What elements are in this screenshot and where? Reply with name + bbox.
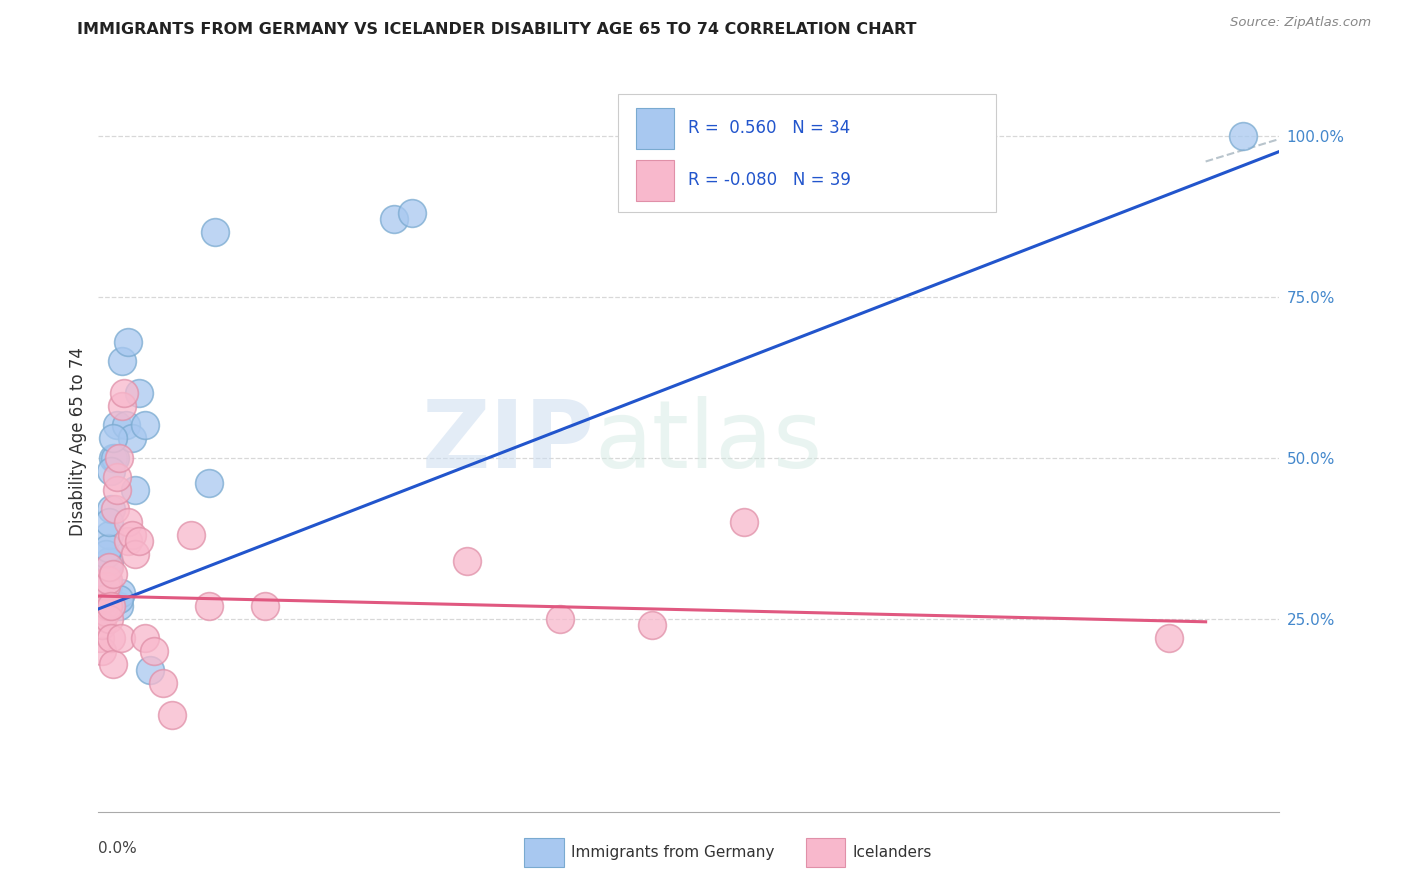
Point <box>93 599 115 613</box>
Point <box>103 450 125 465</box>
FancyBboxPatch shape <box>619 94 995 212</box>
Point <box>128 386 150 401</box>
Point <box>105 483 128 497</box>
Point <box>98 515 121 529</box>
Point <box>139 663 162 677</box>
Point <box>91 618 114 632</box>
Point <box>134 631 156 645</box>
Point <box>98 611 121 625</box>
Point <box>117 534 139 549</box>
Point <box>100 463 122 477</box>
Point <box>89 599 111 613</box>
Point <box>94 547 117 561</box>
Point <box>110 631 132 645</box>
Point <box>121 528 143 542</box>
Point <box>89 631 111 645</box>
Point <box>117 334 139 349</box>
Point <box>94 605 117 619</box>
Point <box>98 554 121 568</box>
Point <box>94 579 117 593</box>
Point <box>103 657 125 671</box>
Point <box>253 599 276 613</box>
Point <box>401 206 423 220</box>
Point <box>94 566 117 581</box>
Point <box>111 354 134 368</box>
Point <box>107 592 129 607</box>
Point <box>733 515 755 529</box>
Text: 0.0%: 0.0% <box>98 841 138 856</box>
Text: Icelanders: Icelanders <box>852 846 931 860</box>
Point <box>104 502 127 516</box>
Point <box>111 399 134 413</box>
Point <box>97 579 120 593</box>
Point <box>198 599 221 613</box>
Point <box>97 599 120 613</box>
Point <box>103 566 125 581</box>
Point <box>104 450 127 465</box>
Point <box>1157 631 1180 645</box>
Point <box>117 515 139 529</box>
Point <box>105 418 128 433</box>
Point <box>107 599 129 613</box>
Point <box>93 592 115 607</box>
Point <box>142 644 165 658</box>
Point <box>100 599 122 613</box>
Point <box>100 502 122 516</box>
Point <box>115 418 138 433</box>
Point <box>107 450 129 465</box>
Point <box>152 676 174 690</box>
Point <box>98 528 121 542</box>
Point <box>97 560 120 574</box>
Point <box>134 418 156 433</box>
Point <box>641 618 664 632</box>
Text: Source: ZipAtlas.com: Source: ZipAtlas.com <box>1230 16 1371 29</box>
Text: ZIP: ZIP <box>422 395 595 488</box>
Point <box>180 528 202 542</box>
Point <box>1232 128 1254 143</box>
Point <box>91 605 114 619</box>
Point <box>124 547 146 561</box>
Point <box>456 554 478 568</box>
Bar <box>636 161 673 201</box>
Point <box>162 708 183 723</box>
Point <box>128 534 150 549</box>
Point <box>98 560 121 574</box>
Point <box>93 592 115 607</box>
Point <box>97 573 120 587</box>
Text: IMMIGRANTS FROM GERMANY VS ICELANDER DISABILITY AGE 65 TO 74 CORRELATION CHART: IMMIGRANTS FROM GERMANY VS ICELANDER DIS… <box>77 22 917 37</box>
Point <box>97 541 120 555</box>
Text: R = -0.080   N = 39: R = -0.080 N = 39 <box>688 171 851 189</box>
Bar <box>636 108 673 149</box>
Point <box>105 470 128 484</box>
Text: Immigrants from Germany: Immigrants from Germany <box>571 846 775 860</box>
Text: R =  0.560   N = 34: R = 0.560 N = 34 <box>688 120 851 137</box>
Point <box>112 386 135 401</box>
Point <box>121 431 143 445</box>
Point <box>204 225 226 239</box>
Point <box>382 212 405 227</box>
Point <box>103 431 125 445</box>
Text: atlas: atlas <box>595 395 823 488</box>
Point <box>93 599 115 613</box>
Y-axis label: Disability Age 65 to 74: Disability Age 65 to 74 <box>69 347 87 536</box>
Point <box>198 476 221 491</box>
Point <box>124 483 146 497</box>
Point <box>110 586 132 600</box>
Point <box>100 631 122 645</box>
Point <box>91 644 114 658</box>
Point <box>548 611 571 625</box>
